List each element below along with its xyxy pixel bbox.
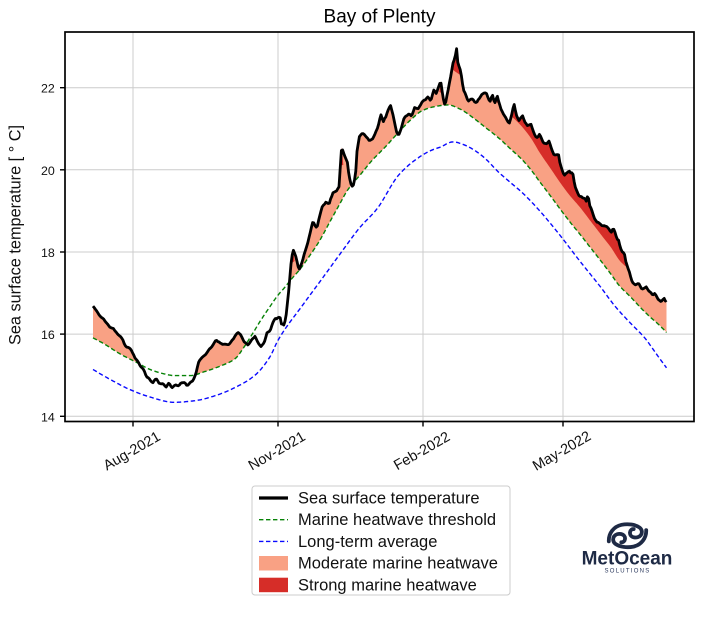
svg-text:Strong marine heatwave: Strong marine heatwave <box>298 576 477 594</box>
svg-text:16: 16 <box>41 328 55 342</box>
svg-text:14: 14 <box>41 410 55 424</box>
svg-text:Bay of Plenty: Bay of Plenty <box>324 7 436 28</box>
svg-text:MetOcean: MetOcean <box>582 548 673 569</box>
svg-text:18: 18 <box>41 246 55 260</box>
svg-text:20: 20 <box>41 164 55 178</box>
svg-text:Sea surface temperature [ ° C]: Sea surface temperature [ ° C] <box>7 125 25 345</box>
svg-text:Sea surface temperature: Sea surface temperature <box>298 490 480 508</box>
svg-text:Long-term average: Long-term average <box>298 533 437 551</box>
svg-text:SOLUTIONS: SOLUTIONS <box>605 569 651 575</box>
svg-text:Marine heatwave threshold: Marine heatwave threshold <box>298 511 496 529</box>
svg-text:22: 22 <box>41 82 55 96</box>
svg-text:Moderate marine heatwave: Moderate marine heatwave <box>298 555 498 573</box>
